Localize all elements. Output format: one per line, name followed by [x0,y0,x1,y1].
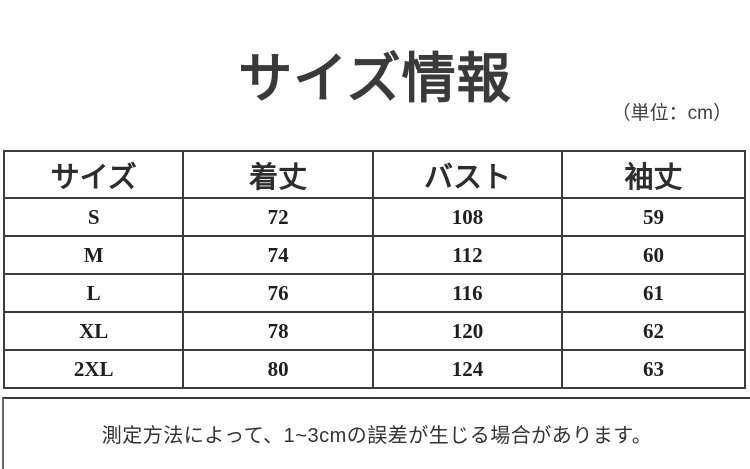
cell-size: L [2,273,185,313]
table-row: M 74 112 60 [2,235,747,275]
measurement-note-text: 測定方法によって、1~3cmの誤差が生じる場合があります。 [101,424,653,447]
cell-size: S [2,197,185,237]
cell-bust: 116 [372,273,563,313]
cell-bust: 112 [372,235,563,275]
column-header-size: サイズ [2,150,185,199]
table-row: XL 78 120 62 [2,311,747,351]
cell-sleeve: 62 [560,311,747,351]
cell-bust: 108 [372,197,563,237]
cell-sleeve: 60 [560,235,747,275]
cell-sleeve: 59 [560,197,747,237]
measurement-note-box: 測定方法によって、1~3cmの誤差が生じる場合があります。 [2,397,750,469]
page-title: サイズ情報 [238,49,512,109]
cell-bust: 124 [372,349,563,389]
unit-label: （単位：cm） [611,103,732,124]
cell-length: 78 [182,311,374,351]
cell-sleeve: 61 [560,273,747,313]
table-header: サイズ 着丈 バスト 袖丈 [2,150,747,199]
cell-length: 72 [182,197,374,237]
table-row: L 76 116 61 [2,273,747,313]
cell-size: XL [2,311,185,351]
cell-length: 80 [182,349,374,389]
cell-length: 76 [182,273,374,313]
table-row: S 72 108 59 [2,197,747,237]
size-chart-table: サイズ 着丈 バスト 袖丈 S 72 108 59 M 74 112 60 L … [2,150,747,389]
cell-length: 74 [182,235,374,275]
cell-size: 2XL [2,349,185,389]
column-header-sleeve: 袖丈 [560,150,747,199]
table-header-row: サイズ 着丈 バスト 袖丈 [2,150,747,199]
column-header-bust: バスト [372,150,563,199]
cell-bust: 120 [372,311,563,351]
table-body: S 72 108 59 M 74 112 60 L 76 116 61 XL 7… [2,197,747,389]
table-row: 2XL 80 124 63 [2,349,747,389]
cell-sleeve: 63 [560,349,747,389]
column-header-length: 着丈 [182,150,374,199]
cell-size: M [2,235,185,275]
